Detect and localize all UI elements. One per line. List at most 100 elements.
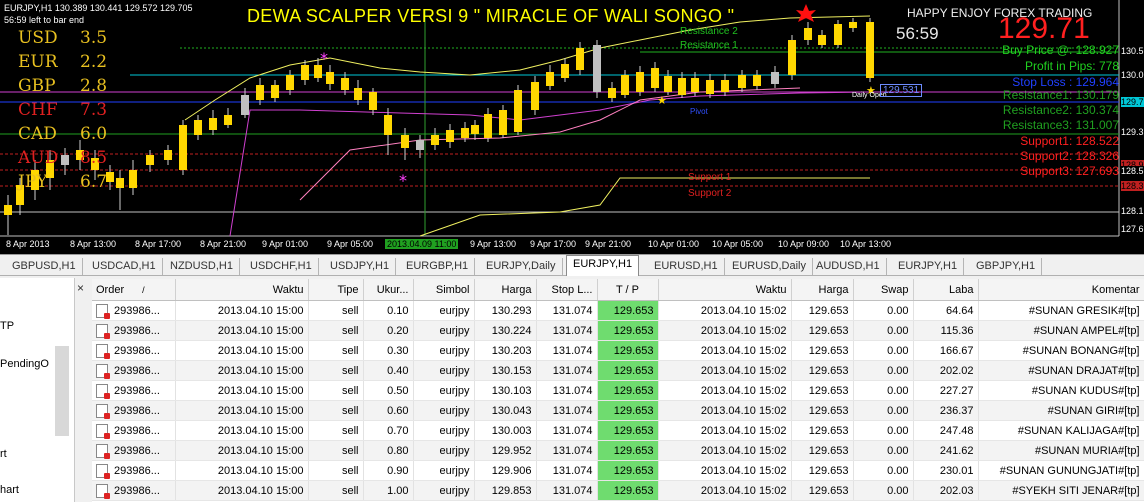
currency-strength-value: 6.0	[80, 124, 108, 144]
currency-strength-row: EUR 2.2	[18, 52, 107, 72]
chart-tab[interactable]: GBPUSD,H1	[6, 258, 83, 275]
table-cell: 241.62	[913, 440, 979, 461]
chart-tab[interactable]: GBPJPY,H1	[970, 258, 1043, 275]
navigator-item[interactable]: rt	[0, 448, 7, 460]
chart-tab[interactable]: EURJPY,Daily	[480, 258, 563, 275]
table-cell: 0.50	[363, 380, 414, 401]
candle-body	[621, 75, 629, 95]
table-cell: eurjpy	[413, 480, 475, 501]
table-row[interactable]: 293986... 2013.04.10 15:00 sell 0.20 eurjpy 1…	[92, 320, 1144, 341]
table-cell: 129.653	[597, 440, 659, 461]
column-header[interactable]: Laba	[913, 279, 979, 301]
table-cell: eurjpy	[413, 400, 475, 421]
candle-body	[818, 35, 826, 45]
table-cell: #SUNAN MURIA#[tp]	[978, 440, 1144, 461]
navigator-item[interactable]: TP	[0, 320, 15, 332]
table-cell: 293986...	[92, 320, 176, 341]
time-axis-label: 2013.04.09 11:00	[385, 239, 459, 249]
column-header[interactable]: Harga	[474, 279, 537, 301]
time-axis-label: 8 Apr 2013	[6, 239, 50, 249]
chart-tab[interactable]: EURUSD,Daily	[726, 258, 813, 275]
column-header[interactable]: Stop L...	[536, 279, 598, 301]
candle-body	[4, 205, 12, 215]
table-cell: 0.00	[853, 340, 914, 361]
upper-band	[184, 15, 871, 121]
table-cell: 293986...	[92, 360, 176, 381]
column-header[interactable]: Swap	[853, 279, 914, 301]
candle-body	[461, 128, 469, 138]
candle-body	[561, 64, 569, 78]
column-header[interactable]: Ukur...	[363, 279, 414, 301]
table-row[interactable]: 293986... 2013.04.10 15:00 sell 1.00 eurjpy 1…	[92, 480, 1144, 501]
table-cell: eurjpy	[413, 360, 475, 381]
candle-body	[636, 72, 644, 92]
table-cell: 131.074	[536, 380, 598, 401]
column-header[interactable]: Tipe	[308, 279, 364, 301]
table-cell: 129.653	[791, 440, 854, 461]
table-cell: sell	[308, 340, 364, 361]
order-icon	[96, 423, 110, 439]
terminal-panel: TP PendingO rt hart × Order / Waktu Tipe Uku…	[0, 276, 1144, 502]
table-row[interactable]: 293986... 2013.04.10 15:00 sell 0.80 eurjpy 1…	[92, 440, 1144, 461]
currency-strength-row: CAD 6.0	[18, 124, 107, 144]
candle-body	[753, 75, 761, 86]
table-cell: 129.653	[791, 480, 854, 501]
navigator-item[interactable]: PendingO	[0, 358, 49, 370]
chart-tab[interactable]: EURGBP,H1	[400, 258, 476, 275]
time-axis-label: 10 Apr 05:00	[712, 239, 764, 249]
chart-tab[interactable]: EURJPY,H1	[892, 258, 965, 275]
table-row[interactable]: 293986... 2013.04.10 15:00 sell 0.70 eurjpy 1…	[92, 420, 1144, 441]
table-header-row: Order / Waktu Tipe Ukur... Simbol Harga Stop L.…	[92, 279, 1144, 301]
table-row[interactable]: 293986... 2013.04.10 15:00 sell 0.30 eurjpy 1…	[92, 340, 1144, 361]
order-id: 293986...	[114, 464, 160, 477]
candle-body	[224, 115, 232, 125]
table-cell: 129.653	[791, 380, 854, 401]
candle-body	[314, 65, 322, 78]
column-header[interactable]: Harga	[791, 279, 854, 301]
chart-tab[interactable]: USDJPY,H1	[324, 258, 397, 275]
chart-tab[interactable]: NZDUSD,H1	[164, 258, 240, 275]
candle-body	[194, 120, 202, 135]
sup2-line-label: Support 2	[688, 188, 732, 199]
candle-body	[593, 45, 601, 92]
candle-body	[16, 185, 24, 205]
table-cell: sell	[308, 460, 364, 481]
brand-label: HAPPY ENJOY FOREX TRADING	[907, 6, 1093, 20]
chart-canvas: * * ★ ★	[0, 0, 1120, 237]
table-cell: 2013.04.10 15:02	[658, 400, 792, 421]
chart-tab[interactable]: EURUSD,H1	[648, 258, 725, 275]
table-row[interactable]: 293986... 2013.04.10 15:00 sell 0.10 eurjpy 1…	[92, 300, 1144, 321]
column-header[interactable]: Komentar	[978, 279, 1144, 301]
price-axis-label: 127.6	[1121, 224, 1144, 234]
table-cell: 0.00	[853, 420, 914, 441]
table-cell: 131.074	[536, 480, 598, 501]
table-row[interactable]: 293986... 2013.04.10 15:00 sell 0.50 eurjpy 1…	[92, 380, 1144, 401]
column-header[interactable]: T / P	[597, 279, 659, 301]
price-chart[interactable]: * * ★ ★ EURJPY,H1 130.389 130.441 129.572 1…	[0, 0, 1144, 254]
table-cell: eurjpy	[413, 440, 475, 461]
column-header[interactable]: Waktu	[175, 279, 309, 301]
table-row[interactable]: 293986... 2013.04.10 15:00 sell 0.60 eurjpy 1…	[92, 400, 1144, 421]
table-cell: 64.64	[913, 300, 979, 321]
column-header[interactable]: Order /	[92, 279, 176, 301]
stop-loss-label: Stop Loss : 129.964	[1012, 75, 1119, 89]
navigator-item[interactable]: hart	[0, 484, 19, 496]
navigator-scrollbar[interactable]	[55, 346, 69, 436]
column-header[interactable]: Waktu	[658, 279, 792, 301]
close-icon[interactable]: ×	[77, 281, 85, 295]
table-cell: 129.653	[597, 360, 659, 381]
time-axis-label: 8 Apr 17:00	[135, 239, 182, 249]
chart-tab[interactable]: EURJPY,H1	[566, 255, 640, 276]
candle-body	[31, 170, 39, 190]
chart-tab[interactable]: USDCAD,H1	[86, 258, 163, 275]
chart-tab[interactable]: USDCHF,H1	[244, 258, 319, 275]
table-row[interactable]: 293986... 2013.04.10 15:00 sell 0.40 eurjpy 1…	[92, 360, 1144, 381]
column-header[interactable]: Simbol	[413, 279, 475, 301]
res1-line-label: Resistance 1	[680, 40, 738, 51]
table-row[interactable]: 293986... 2013.04.10 15:00 sell 0.90 eurjpy 1…	[92, 460, 1144, 481]
chart-tab[interactable]: AUDUSD,H1	[810, 258, 887, 275]
table-cell: 1.00	[363, 480, 414, 501]
candle-body	[46, 160, 54, 178]
currency-strength-row: CHF 7.3	[18, 100, 107, 120]
table-cell: 2013.04.10 15:00	[175, 320, 309, 341]
